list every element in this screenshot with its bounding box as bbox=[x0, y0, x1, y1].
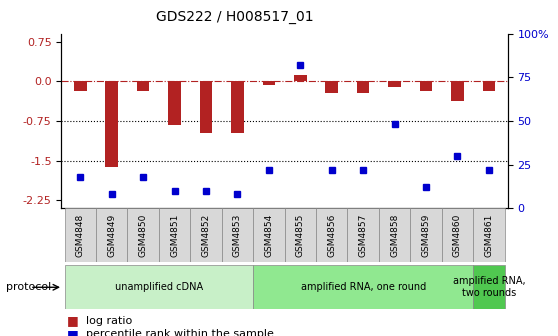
FancyBboxPatch shape bbox=[253, 208, 285, 262]
Text: GSM4859: GSM4859 bbox=[421, 213, 431, 257]
FancyBboxPatch shape bbox=[316, 208, 348, 262]
Bar bbox=[357, 81, 369, 93]
Text: GSM4857: GSM4857 bbox=[359, 213, 368, 257]
Bar bbox=[451, 81, 464, 101]
Bar bbox=[388, 81, 401, 87]
Bar bbox=[74, 81, 86, 91]
Text: log ratio: log ratio bbox=[86, 316, 133, 326]
Text: GSM4853: GSM4853 bbox=[233, 213, 242, 257]
FancyBboxPatch shape bbox=[442, 208, 473, 262]
Text: GSM4849: GSM4849 bbox=[107, 214, 116, 257]
FancyBboxPatch shape bbox=[253, 265, 473, 309]
FancyBboxPatch shape bbox=[379, 208, 410, 262]
Text: GSM4850: GSM4850 bbox=[138, 213, 148, 257]
Text: GSM4861: GSM4861 bbox=[484, 213, 493, 257]
Text: ■: ■ bbox=[67, 328, 79, 336]
Text: GSM4854: GSM4854 bbox=[264, 214, 273, 257]
Bar bbox=[483, 81, 495, 91]
FancyBboxPatch shape bbox=[127, 208, 159, 262]
Text: percentile rank within the sample: percentile rank within the sample bbox=[86, 329, 275, 336]
FancyBboxPatch shape bbox=[473, 208, 504, 262]
Text: GSM4852: GSM4852 bbox=[201, 214, 210, 257]
Text: amplified RNA, one round: amplified RNA, one round bbox=[301, 282, 426, 292]
Text: GSM4860: GSM4860 bbox=[453, 213, 462, 257]
Bar bbox=[231, 81, 244, 133]
FancyBboxPatch shape bbox=[473, 265, 504, 309]
FancyBboxPatch shape bbox=[222, 208, 253, 262]
Bar bbox=[294, 75, 306, 81]
Text: protocol: protocol bbox=[6, 282, 51, 292]
FancyBboxPatch shape bbox=[410, 208, 442, 262]
Text: GSM4848: GSM4848 bbox=[76, 214, 85, 257]
Bar bbox=[420, 81, 432, 91]
Text: GSM4858: GSM4858 bbox=[390, 213, 399, 257]
FancyBboxPatch shape bbox=[65, 265, 253, 309]
Text: amplified RNA,
two rounds: amplified RNA, two rounds bbox=[453, 277, 525, 298]
Text: GSM4855: GSM4855 bbox=[296, 213, 305, 257]
FancyBboxPatch shape bbox=[285, 208, 316, 262]
FancyBboxPatch shape bbox=[65, 208, 96, 262]
Bar bbox=[105, 81, 118, 167]
Text: GSM4851: GSM4851 bbox=[170, 213, 179, 257]
Bar bbox=[169, 81, 181, 125]
Text: ■: ■ bbox=[67, 314, 79, 327]
Bar bbox=[263, 81, 275, 85]
FancyBboxPatch shape bbox=[159, 208, 190, 262]
FancyBboxPatch shape bbox=[96, 208, 127, 262]
FancyBboxPatch shape bbox=[348, 208, 379, 262]
Text: GSM4856: GSM4856 bbox=[327, 213, 336, 257]
FancyBboxPatch shape bbox=[190, 208, 222, 262]
Bar bbox=[137, 81, 150, 91]
Text: unamplified cDNA: unamplified cDNA bbox=[115, 282, 203, 292]
Bar bbox=[200, 81, 212, 133]
Bar bbox=[325, 81, 338, 93]
Text: GDS222 / H008517_01: GDS222 / H008517_01 bbox=[156, 10, 313, 24]
